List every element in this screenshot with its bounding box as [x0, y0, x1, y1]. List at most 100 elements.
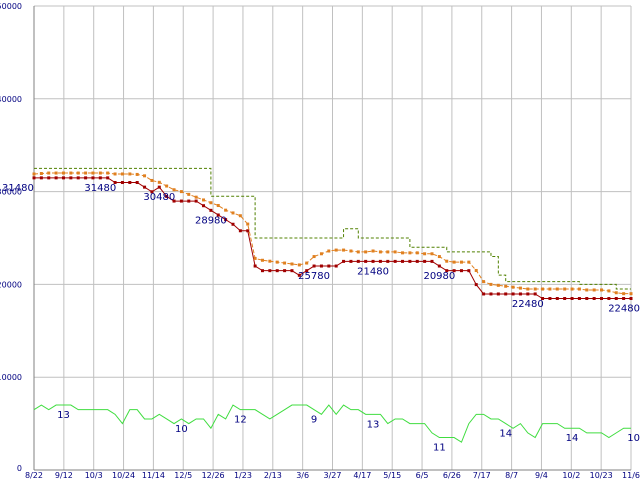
series-1-point	[275, 269, 279, 273]
series-2-point	[614, 291, 618, 295]
series-2-point	[246, 222, 250, 226]
series-1-point	[570, 297, 574, 301]
data-label: 20980	[423, 271, 455, 282]
series-2-point	[356, 250, 360, 254]
series-1-point	[356, 259, 360, 263]
series-1-point	[614, 297, 618, 301]
series-2-point	[496, 283, 500, 287]
series-2-point	[592, 288, 596, 292]
series-1-point	[563, 297, 567, 301]
series-2-point	[290, 262, 294, 266]
data-label: 12	[627, 0, 640, 3]
x-tick-label: 9/4	[535, 471, 548, 480]
series-1-point	[467, 269, 471, 273]
series-2-point	[437, 255, 441, 259]
series-1-point	[120, 181, 124, 185]
series-2-point	[253, 256, 257, 260]
series-1-point	[290, 269, 294, 273]
series-2-point	[349, 249, 353, 253]
series-2-point	[629, 292, 633, 296]
series-1-point	[541, 297, 545, 301]
series-1-point	[305, 269, 309, 273]
series-2-point	[563, 287, 567, 291]
series-2-point	[518, 286, 522, 290]
series-1-point	[474, 283, 478, 287]
series-1-point	[209, 208, 213, 212]
series-2-point	[238, 214, 242, 218]
series-1-point	[172, 199, 176, 203]
series-2-point	[128, 172, 132, 176]
y-tick-label: 20000	[0, 280, 22, 289]
series-2-point	[415, 251, 419, 255]
series-1-point	[327, 264, 331, 268]
series-2-point	[452, 260, 456, 264]
series-1-point	[113, 181, 117, 185]
series-2-point	[216, 204, 220, 208]
series-1-point	[342, 259, 346, 263]
series-line-1	[34, 177, 631, 300]
series-2-point	[69, 171, 73, 175]
series-1-point	[349, 259, 353, 263]
series-2-point	[585, 288, 589, 292]
series-1-point	[157, 185, 161, 189]
series-2-point	[297, 263, 301, 267]
x-tick-label: 1/23	[234, 471, 252, 480]
x-tick-label: 3/6	[296, 471, 309, 480]
series-2-point	[319, 252, 323, 256]
series-1-point	[364, 259, 368, 263]
series-1-point	[179, 199, 183, 203]
series-2-point	[511, 285, 515, 289]
x-tick-label: 11/6	[622, 471, 640, 480]
x-tick-label: 12/26	[202, 471, 225, 480]
series-2-point	[393, 250, 397, 254]
series-2-point	[378, 250, 382, 254]
x-tick-label: 12/5	[174, 471, 192, 480]
series-2-point	[577, 287, 581, 291]
x-tick-label: 8/22	[25, 471, 43, 480]
series-1-point	[386, 259, 390, 263]
y-tick-label: 0	[17, 464, 22, 473]
data-label: 28980	[195, 215, 227, 226]
series-1-point	[378, 259, 382, 263]
x-tick-label: 8/7	[505, 471, 518, 480]
series-2-point	[91, 171, 95, 175]
series-1-point	[165, 194, 169, 198]
series-1-point	[231, 222, 235, 226]
series-1-point	[128, 181, 132, 185]
grid	[33, 5, 632, 471]
series-1-point	[98, 176, 102, 180]
series-2-point	[106, 171, 110, 175]
data-label: 7	[634, 0, 640, 3]
series-2-point	[474, 268, 478, 272]
y-tick-label: 50000	[0, 2, 22, 11]
series-1-point	[482, 292, 486, 296]
series-1-point	[577, 297, 581, 301]
series-2-point	[275, 260, 279, 264]
series-1-point	[629, 297, 633, 301]
x-tick-label: 4/17	[353, 471, 371, 480]
series-2-point	[364, 250, 368, 254]
series-line-2	[33, 172, 631, 295]
series-1-point	[371, 259, 375, 263]
series-2-point	[224, 208, 228, 212]
series-2-point	[408, 251, 412, 255]
data-label: 10	[627, 433, 640, 444]
x-tick-label: 10/24	[112, 471, 135, 480]
series-2-point	[305, 261, 309, 265]
series-2-point	[467, 260, 471, 264]
series-2-point	[135, 172, 139, 176]
x-tick-label: 10/2	[562, 471, 580, 480]
data-label: 31480	[2, 183, 34, 194]
series-1-point	[260, 269, 264, 273]
series-2-point	[283, 261, 287, 265]
series-2-point	[504, 284, 508, 288]
series-1-point	[585, 297, 589, 301]
series-1-point	[401, 259, 405, 263]
series-1-point	[600, 297, 604, 301]
series-2-point	[194, 195, 198, 199]
series-1-point	[423, 259, 427, 263]
data-label: 14	[566, 433, 579, 444]
series-1-point	[106, 176, 110, 180]
series-1-point	[39, 176, 43, 180]
series-1-point	[312, 264, 316, 268]
